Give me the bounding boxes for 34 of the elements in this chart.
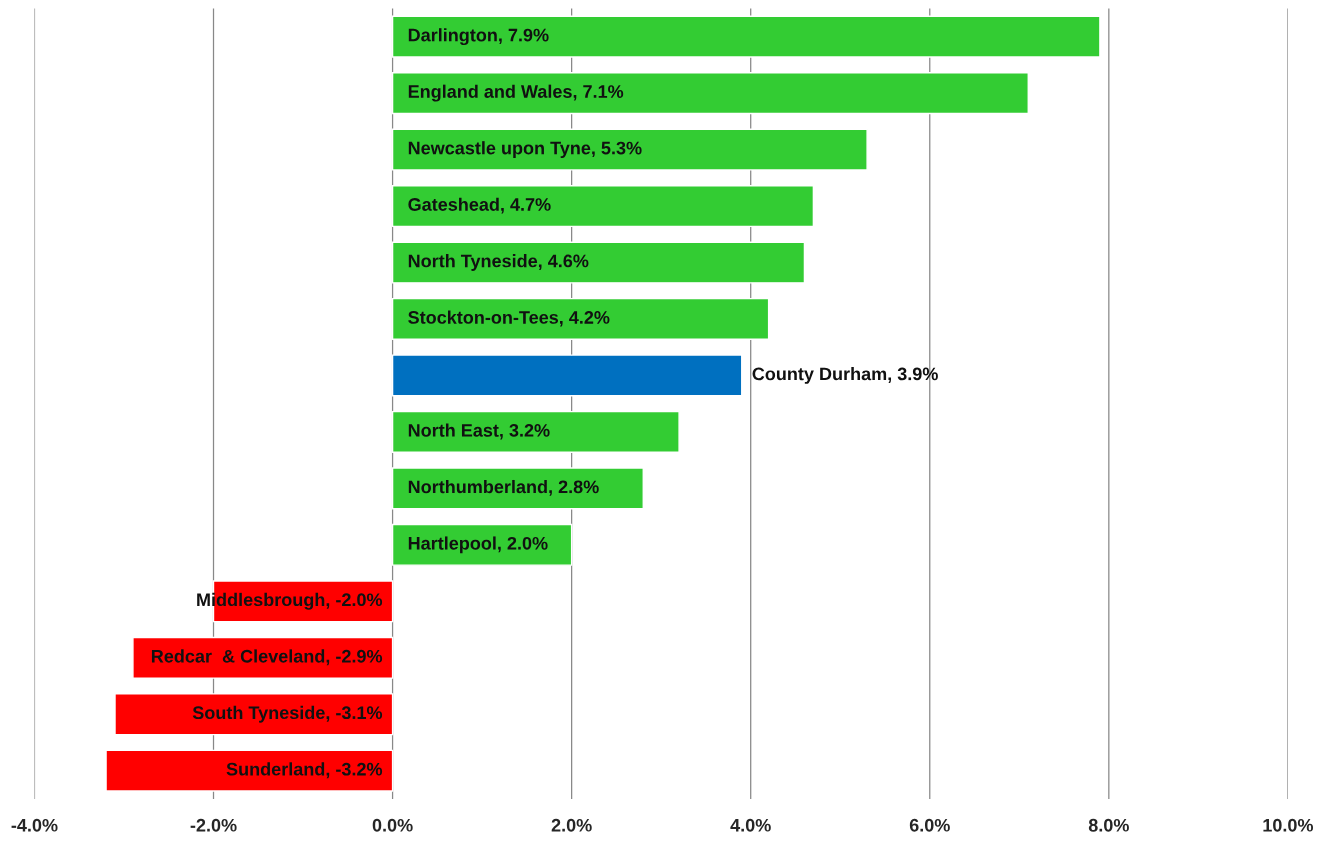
x-tick-label: 6.0%: [909, 818, 950, 832]
x-tick-label: 2.0%: [551, 818, 592, 832]
x-tick-label: -2.0%: [190, 818, 237, 832]
data-label: South Tyneside, -3.1%: [192, 705, 383, 723]
bar: [391, 72, 1029, 115]
bar: [391, 410, 680, 453]
data-label: Northumberland, 2.8%: [408, 479, 599, 496]
data-label: England and Wales, 7.1%: [408, 84, 624, 102]
data-label: Redcar & Cleveland, -2.9%: [151, 649, 383, 666]
x-tick-label: -4.0%: [11, 818, 58, 832]
data-label: Darlington, 7.9%: [408, 28, 549, 46]
x-tick-label: 4.0%: [730, 818, 771, 832]
bar: [391, 15, 1101, 58]
data-label: Gateshead, 4.7%: [408, 197, 551, 214]
bar: [391, 185, 815, 228]
bar: [391, 297, 770, 341]
data-label: Stockton-on-Tees, 4.2%: [408, 310, 610, 327]
bar: [132, 636, 394, 679]
x-tick-label: 0.0%: [372, 818, 413, 832]
data-label: Sunderland, -3.2%: [226, 762, 383, 779]
bar: [391, 523, 573, 566]
bar: [391, 467, 644, 510]
data-label: Hartlepool, 2.0%: [408, 536, 548, 554]
data-label: County Durham, 3.9%: [752, 367, 938, 384]
bar: [114, 693, 394, 736]
bar: [391, 128, 868, 171]
data-label: North Tyneside, 4.6%: [408, 254, 589, 271]
bar: [105, 749, 394, 792]
x-tick-label: 10.0%: [1263, 818, 1314, 832]
bar: [391, 354, 743, 397]
data-label: North East, 3.2%: [408, 423, 550, 440]
bar: [391, 241, 806, 284]
x-tick-label: 8.0%: [1088, 818, 1129, 832]
data-label: Newcastle upon Tyne, 5.3%: [408, 141, 642, 158]
